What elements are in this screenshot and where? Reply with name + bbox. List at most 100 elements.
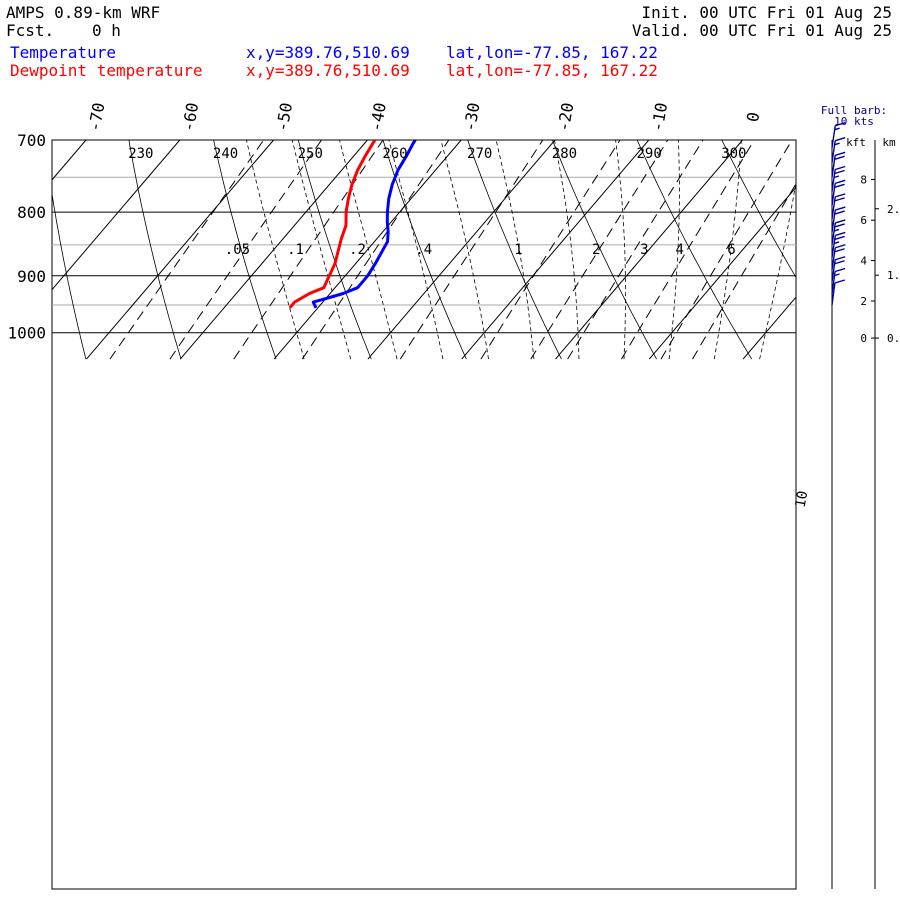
legend-temperature-latlon: lat,lon=-77.85, 167.22 [446,43,658,62]
mixing-ratio-label: .1 [287,242,304,258]
moist-adiabat-line [440,140,489,360]
mixing-ratio-label: 6 [727,242,735,258]
wind-barb-full [834,235,845,241]
barb-legend-line2: 10 kts [834,115,874,128]
wind-barb-staff [831,282,836,306]
wind-barb-full [835,244,846,249]
kft-tick-label: 0 [860,332,867,345]
wind-barb [831,206,846,233]
init-time: Init. 00 UTC Fri 01 Aug 25 [641,3,892,22]
moist-adiabat-line [495,140,535,360]
mixing-ratio-line [567,140,704,360]
isotherm-line [86,140,274,360]
wind-barb-full [834,248,845,253]
mixing-ratio-line [530,140,669,360]
moist-adiabat-line [246,140,305,360]
pressure-label: 700 [17,131,46,150]
dry-adiabat-label: 280 [552,146,577,162]
wind-barb-full [834,197,845,202]
wind-barb-full [835,193,846,198]
moist-adiabat-line [805,132,864,359]
dry-adiabat-label: 290 [636,146,661,162]
wind-barb-full [834,151,846,156]
km-tick-label: 2. [887,203,900,216]
kft-tick-label: 6 [860,214,867,227]
wind-barb-full [835,121,846,127]
wind-barb-half [834,273,840,277]
wind-barb-full [835,206,846,211]
mixing-ratio-line [620,140,755,360]
mixing-ratio-label: 3 [640,242,648,258]
mixing-ratio-line [692,182,796,360]
isotherm-line [461,140,650,360]
moist-adiabat-line [713,140,742,360]
legend-dewpoint-latlon: lat,lon=-77.85, 167.22 [446,61,658,80]
wind-barb-half [833,175,840,179]
isotherm-label: -50 [272,101,296,133]
isotherm-line [555,140,743,360]
dry-adiabat-line [128,140,182,360]
wind-barb [831,179,846,206]
mixing-ratio-line [169,140,322,360]
wind-barb-full [834,256,846,261]
wind-barb-full [834,210,845,215]
dry-adiabat-line [721,140,796,279]
wind-barb-full [834,223,845,228]
wind-barb [831,267,846,294]
isotherm-line [648,186,796,360]
wind-barb-column [831,121,846,889]
wind-barb [831,165,846,192]
mixing-ratio-line [480,140,621,360]
mixing-ratio-line [301,140,450,360]
kft-tick-label: 2 [860,295,867,308]
dry-adiabat-line [636,140,753,360]
km-tick-label: 0. [887,332,900,345]
wind-barb-half [833,228,840,232]
isotherm-line [52,140,181,291]
mixing-ratio-line [399,140,544,360]
barb-legend-line1: Full barb: [821,104,887,117]
wind-barb-full [834,267,846,273]
mixing-ratio-label: 1 [514,242,522,258]
moist-adiabat-label: 10 [793,490,812,509]
isotherm-line [837,140,900,359]
mixing-ratio-label: 4 [676,242,684,258]
isotherm-label: -70 [85,101,109,133]
wind-barb [831,231,846,258]
isotherm-line [742,296,796,360]
wind-barb-full [834,155,845,160]
mixing-ratio-label: .2 [349,242,366,258]
moist-adiabat-line [615,140,626,360]
wind-barb [831,121,846,148]
dry-adiabat-label: 300 [721,146,746,162]
legend-temperature-xy: x,y=389.76,510.69 [246,43,410,62]
header: AMPS 0.89-km WRF Fcst. 0 h Init. 00 UTC … [0,0,900,90]
wind-barb-full [835,219,846,224]
wind-barb [831,137,846,163]
km-unit-label: km [882,136,896,149]
pressure-label: 1000 [7,324,46,343]
dry-adiabat-label: 240 [213,146,238,162]
wind-barb-full [835,231,846,237]
wind-barb-full [834,165,846,171]
moist-adiabat-line [553,140,580,360]
pressure-label: 900 [17,267,46,286]
wind-barb-full [834,179,846,185]
dry-adiabat-line [887,132,900,359]
isotherm-label: -20 [554,101,578,133]
kft-tick-label: 4 [860,255,867,268]
moist-adiabat-line [291,140,352,360]
isotherm-line [52,140,87,181]
isotherm-line [367,140,556,360]
valid-time: Valid. 00 UTC Fri 01 Aug 25 [631,21,892,40]
dry-adiabat-label: 230 [128,146,153,162]
wind-barb [831,244,846,270]
wind-barb [831,256,846,282]
dry-adiabat-label: 270 [467,146,492,162]
dry-adiabat-label: 260 [382,146,407,162]
kft-unit-label: kft [846,136,866,149]
isotherm-label: -10 [648,101,672,133]
wind-barb-full [834,183,845,189]
